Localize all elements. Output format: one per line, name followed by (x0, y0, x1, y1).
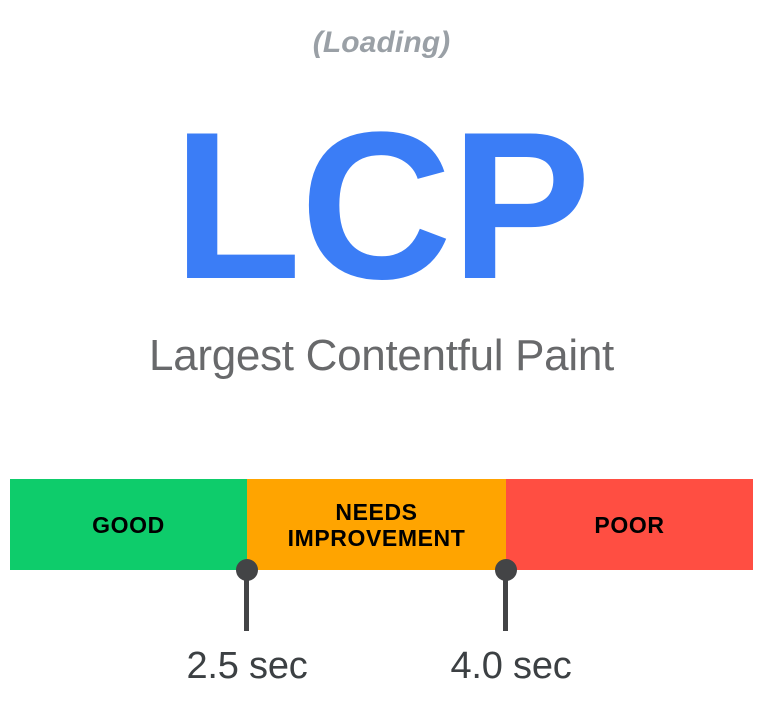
band-poor-label: POOR (594, 511, 665, 538)
pin-stem-icon (503, 570, 508, 631)
threshold-value-4000ms: 4.0 sec (450, 645, 572, 687)
metric-full-name: Largest Contentful Paint (149, 331, 614, 380)
band-good-label: GOOD (92, 511, 165, 538)
band-needs-improvement-label: NEEDS IMPROVEMENT (287, 498, 466, 551)
threshold-bar: GOOD NEEDS IMPROVEMENT POOR (10, 479, 753, 570)
band-poor: POOR (506, 479, 753, 570)
band-needs-improvement: NEEDS IMPROVEMENT (247, 479, 506, 570)
metric-acronym-title: LCP (173, 88, 591, 323)
threshold-value-2500ms: 2.5 sec (186, 645, 308, 687)
threshold-marker-pin-4000ms (495, 559, 517, 631)
metric-category-label: (Loading) (312, 26, 451, 59)
threshold-marker-pin-2500ms (236, 559, 258, 631)
pin-stem-icon (244, 570, 249, 631)
band-good: GOOD (10, 479, 247, 570)
